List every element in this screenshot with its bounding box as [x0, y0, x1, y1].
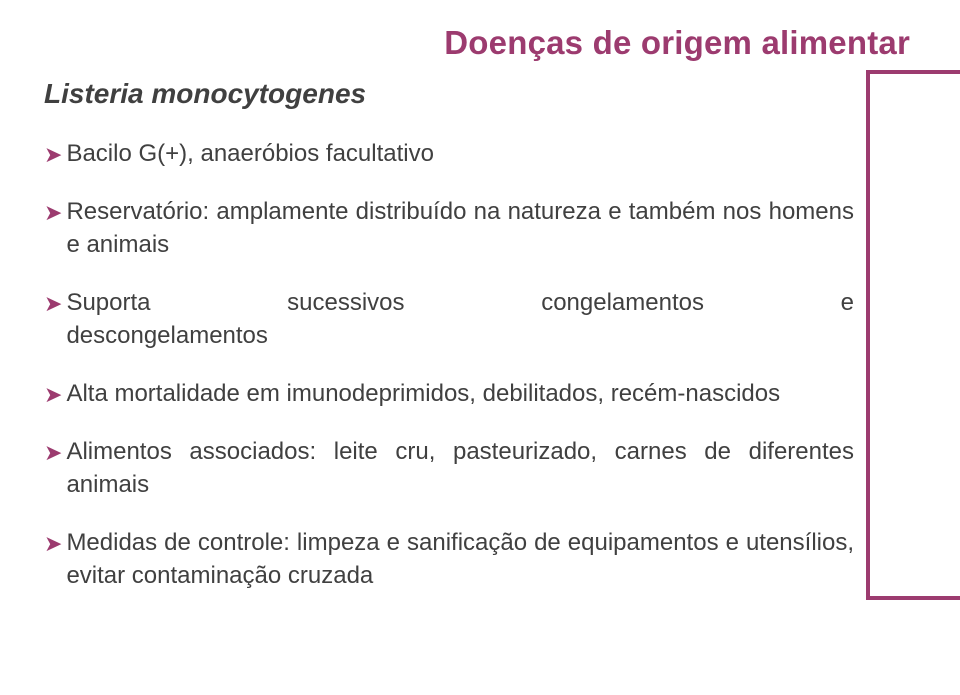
chevron-right-icon: ➤: [44, 380, 62, 410]
chevron-right-icon: ➤: [44, 438, 62, 468]
list-item: ➤ Suporta sucessivos congelamentos e des…: [44, 287, 854, 352]
decorative-sidebar-box: [866, 70, 960, 600]
list-item-line-word: Suporta: [66, 287, 150, 319]
list-item-text: Bacilo G(+), anaeróbios facultativo: [66, 138, 854, 170]
list-item: ➤ Alimentos associados: leite cru, paste…: [44, 436, 854, 501]
list-item-text: Alimentos associados: leite cru, pasteur…: [66, 436, 854, 501]
list-item-text: Reservatório: amplamente distribuído na …: [66, 196, 854, 261]
list-item: ➤ Reservatório: amplamente distribuído n…: [44, 196, 854, 261]
list-item-line-word: sucessivos: [287, 287, 404, 319]
chevron-right-icon: ➤: [44, 198, 62, 228]
chevron-right-icon: ➤: [44, 529, 62, 559]
slide-content: ➤ Bacilo G(+), anaeróbios facultativo ➤ …: [44, 138, 854, 592]
chevron-right-icon: ➤: [44, 140, 62, 170]
list-item-text: Suporta sucessivos congelamentos e desco…: [66, 287, 854, 352]
list-item-line: descongelamentos: [66, 322, 267, 349]
list-item-text: Medidas de controle: limpeza e sanificaç…: [66, 527, 854, 592]
slide: Doenças de origem alimentar Listeria mon…: [0, 0, 960, 695]
slide-title: Doenças de origem alimentar: [44, 24, 916, 62]
list-item-text: Alta mortalidade em imunodeprimidos, deb…: [66, 378, 854, 410]
chevron-right-icon: ➤: [44, 289, 62, 319]
slide-subtitle: Listeria monocytogenes: [44, 78, 916, 110]
list-item: ➤ Medidas de controle: limpeza e sanific…: [44, 527, 854, 592]
list-item-line-word: e: [841, 287, 854, 319]
list-item: ➤ Bacilo G(+), anaeróbios facultativo: [44, 138, 854, 170]
list-item: ➤ Alta mortalidade em imunodeprimidos, d…: [44, 378, 854, 410]
list-item-line-word: congelamentos: [541, 287, 704, 319]
